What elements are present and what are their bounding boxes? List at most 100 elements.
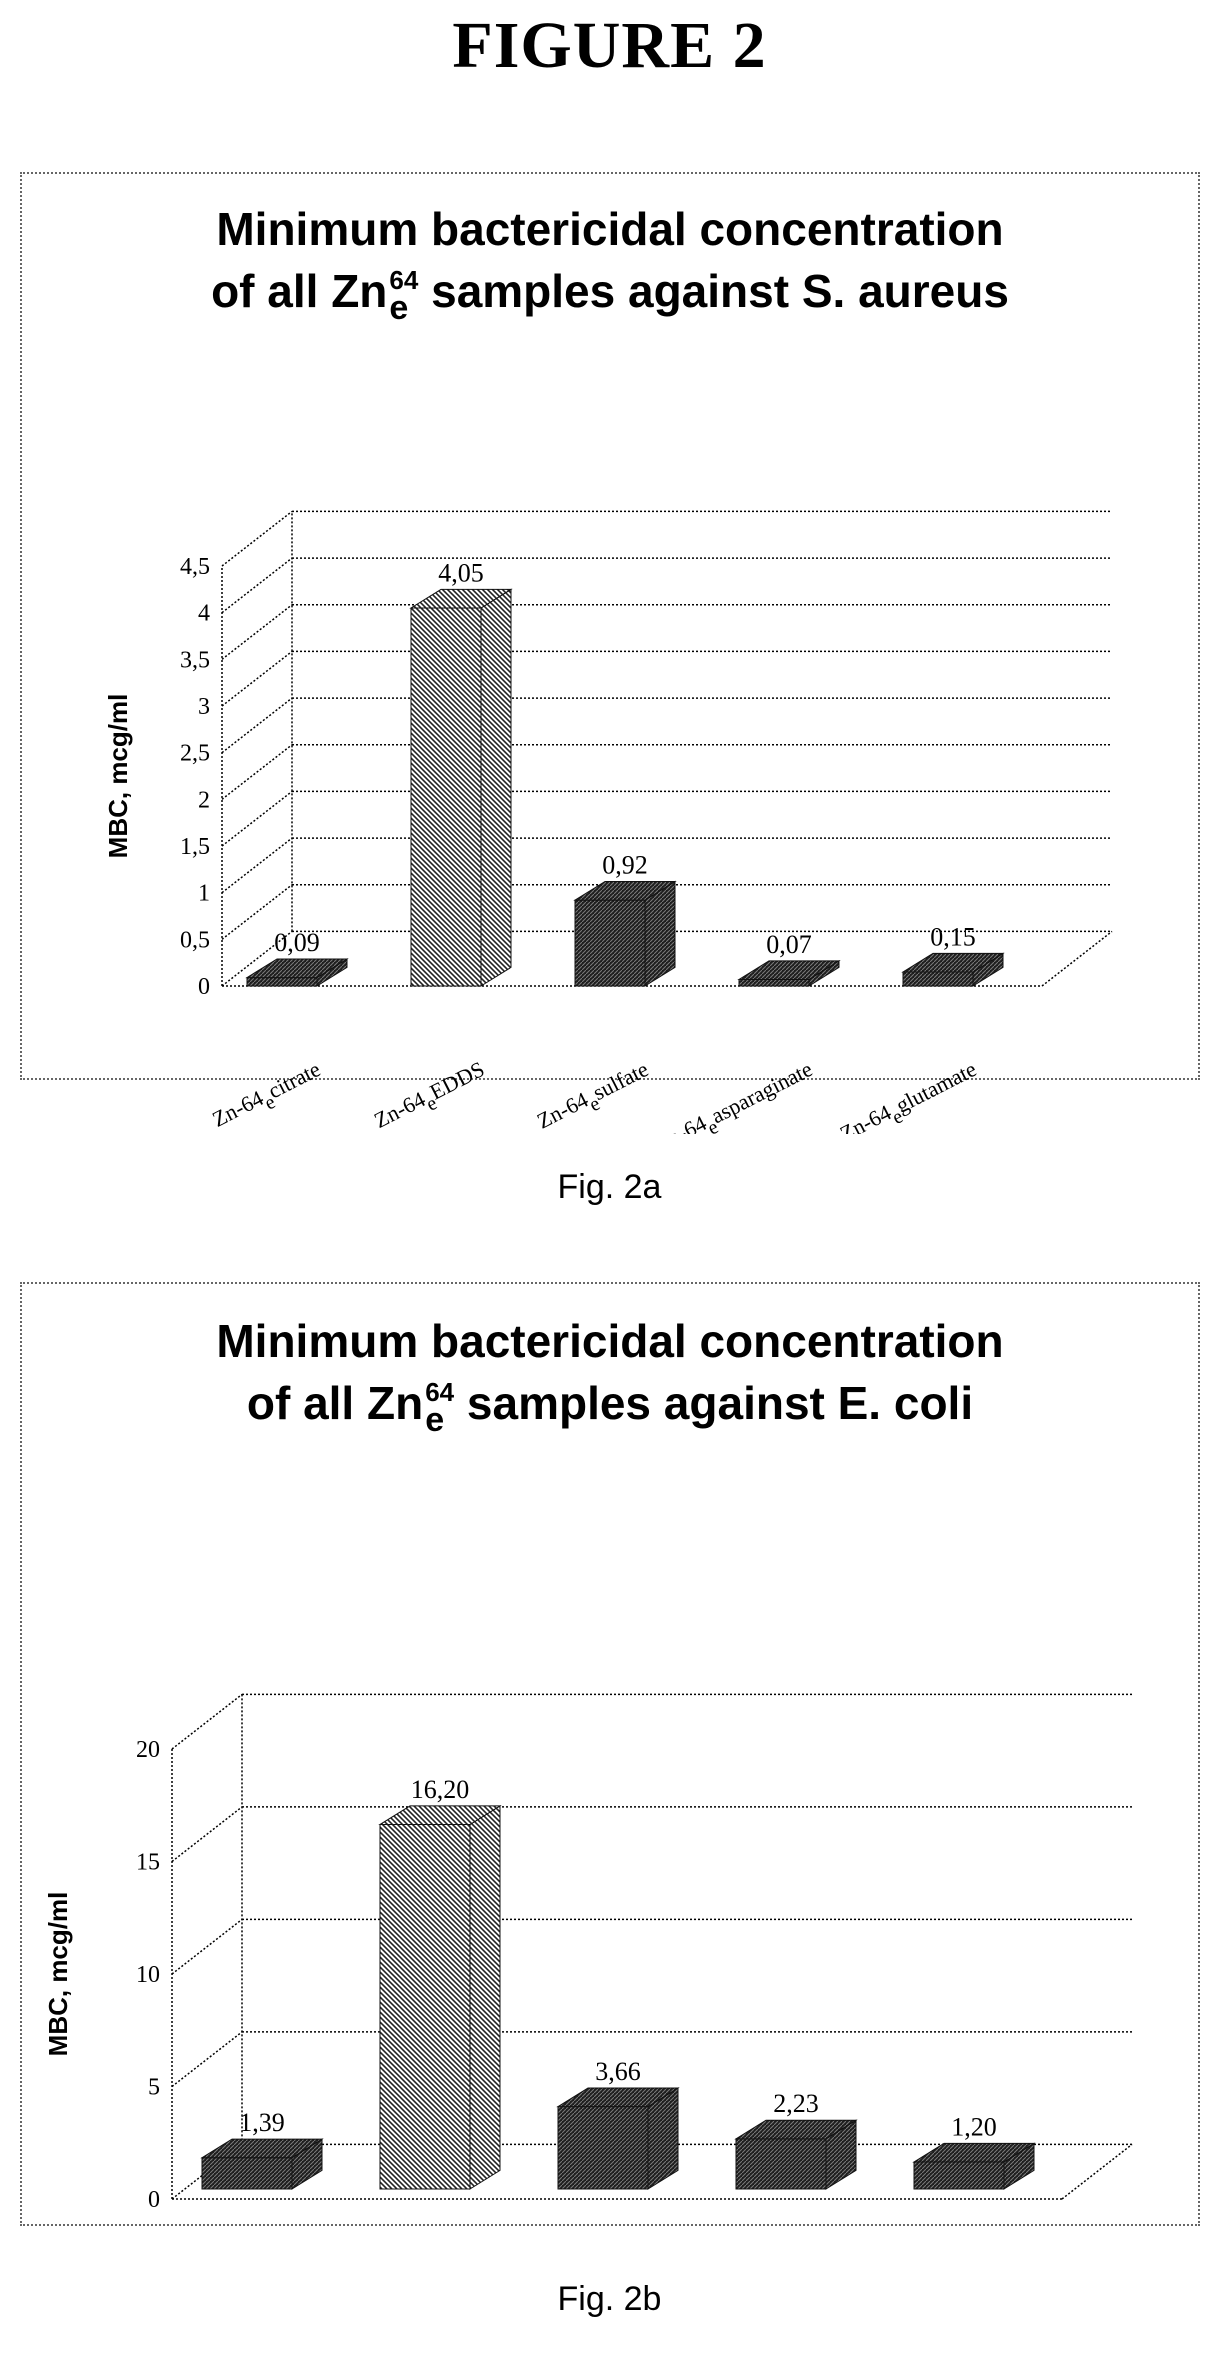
- bar-top: [573, 881, 677, 901]
- gridline-side: [171, 1918, 243, 1975]
- gridline-side: [221, 604, 293, 660]
- chart-panel-e-coli: Minimum bactericidal concentration of al…: [20, 1282, 1200, 2226]
- bar: [409, 588, 513, 987]
- figure-heading: FIGURE 2: [452, 9, 767, 82]
- bar: [737, 959, 841, 987]
- gridline-side: [221, 510, 293, 567]
- x-tick-label: Zn-64eEDDS: [370, 1056, 492, 1134]
- title-subscript: e: [425, 1400, 445, 1439]
- bar: [245, 958, 349, 987]
- bar-top: [737, 960, 841, 980]
- data-label: 1,39: [239, 2108, 285, 2137]
- title-prefix: of all Zn: [211, 265, 388, 317]
- bar-top: [734, 2119, 858, 2140]
- x-tick-label: Zn-64ecitrate: [208, 1056, 328, 1134]
- data-label: 0,15: [930, 922, 976, 951]
- bar-front: [557, 2106, 649, 2190]
- bar: [901, 952, 1005, 987]
- x-tick-label: Zn-64eglutamate: [836, 1056, 984, 1134]
- y-tick-label: 3,5: [180, 647, 210, 673]
- y-tick-label: 1,5: [180, 834, 210, 860]
- bar-front: [735, 2138, 827, 2190]
- bar-side: [480, 588, 512, 987]
- bar-top: [912, 2142, 1036, 2163]
- gridline-side: [221, 650, 293, 707]
- data-label: 0,09: [274, 928, 320, 957]
- chart-title-line-1: Minimum bactericidal concentration: [216, 1315, 1004, 1367]
- bar-side: [469, 1805, 501, 2190]
- data-label: 2,23: [773, 2089, 819, 2118]
- data-label: 0,07: [766, 930, 812, 959]
- chart-plot-s-aureus: 0 0,5 1 1,5 2 2,5 3 3,5 4 4,5 MBC, mcg/ml 0,09 Zn-64…: [103, 510, 1113, 1134]
- title-suffix: samples against E. coli: [454, 1377, 974, 1429]
- title-prefix: of all Zn: [246, 1377, 424, 1429]
- gridline-side: [171, 2031, 243, 2088]
- title-superscript: 64: [425, 1376, 455, 1407]
- y-tick-label: 0: [198, 974, 210, 1000]
- data-label: 1,20: [951, 2112, 997, 2141]
- data-label: 4,05: [438, 558, 484, 587]
- chart-title: Minimum bactericidal concentration of al…: [22, 1310, 1198, 1439]
- bar: [378, 1805, 502, 2190]
- figure-caption-a: Fig. 2a: [557, 1168, 662, 1206]
- y-tick-label: 3: [198, 694, 210, 720]
- y-tick-label: 5: [148, 2075, 160, 2101]
- bar-top: [901, 952, 1005, 973]
- bar-front: [902, 971, 974, 987]
- bar-front: [201, 2157, 293, 2190]
- title-subscript: e: [389, 288, 409, 327]
- bar-top: [200, 2138, 324, 2159]
- chart-title-line-2: of all Zn 64 e samples against E. coli: [22, 1372, 1198, 1439]
- data-label: 16,20: [411, 1775, 470, 1804]
- bar-front: [246, 977, 318, 987]
- gridline-side: [221, 884, 293, 940]
- bar: [734, 2119, 858, 2190]
- floor-edge: [1041, 930, 1113, 987]
- bar-top: [245, 958, 349, 979]
- bar-front: [574, 899, 646, 987]
- y-tick-label: 2: [198, 787, 210, 813]
- floor-edge: [1061, 2143, 1133, 2200]
- chart-title-line-1: Minimum bactericidal concentration: [216, 203, 1004, 255]
- data-label: 3,66: [595, 2057, 641, 2086]
- x-tick-label: Zn-64easparaginate: [651, 1056, 820, 1134]
- y-tick-label: 10: [136, 1962, 160, 1988]
- bar-front: [913, 2161, 1005, 2190]
- gridline-side: [171, 1806, 243, 1863]
- gridline-side: [221, 930, 293, 987]
- y-tick-label: 0,5: [180, 927, 210, 953]
- bar-front: [379, 1824, 471, 2190]
- bar: [912, 2142, 1036, 2190]
- bar: [200, 2138, 324, 2190]
- y-tick-label: 0: [148, 2187, 160, 2213]
- chart-title-line-2: of all Zn 64 e samples against S. aureus: [22, 260, 1198, 327]
- y-axis-label: MBC, mcg/ml: [43, 1892, 73, 2057]
- gridline-side: [221, 837, 293, 894]
- bar-top: [409, 588, 513, 609]
- y-tick-label: 1: [198, 881, 210, 907]
- y-axis-label: MBC, mcg/ml: [103, 694, 133, 859]
- gridline-side: [221, 697, 293, 754]
- x-tick-label: Zn-64esulfate: [533, 1056, 656, 1134]
- bar-front: [738, 978, 810, 987]
- chart-panel-s-aureus: Minimum bactericidal concentration of al…: [20, 172, 1200, 1134]
- y-tick-label: 4,5: [180, 554, 210, 580]
- bar: [556, 2087, 680, 2190]
- figure-caption-b: Fig. 2b: [557, 2280, 662, 2318]
- bar-top: [378, 1805, 502, 1825]
- y-tick-label: 20: [136, 1737, 160, 1763]
- y-tick-label: 2,5: [180, 741, 210, 767]
- data-label: 0,92: [602, 851, 648, 880]
- y-tick-label: 15: [136, 1850, 160, 1876]
- bar-front: [410, 607, 482, 987]
- bar-top: [556, 2087, 680, 2108]
- title-suffix: samples against S. aureus: [418, 265, 1009, 317]
- title-superscript: 64: [389, 264, 419, 295]
- bar: [573, 880, 677, 987]
- gridline-side: [221, 744, 293, 800]
- gridline-side: [221, 790, 293, 847]
- chart-title: Minimum bactericidal concentration of al…: [22, 198, 1198, 327]
- gridline-side: [221, 557, 293, 614]
- gridline-side: [171, 1693, 243, 1750]
